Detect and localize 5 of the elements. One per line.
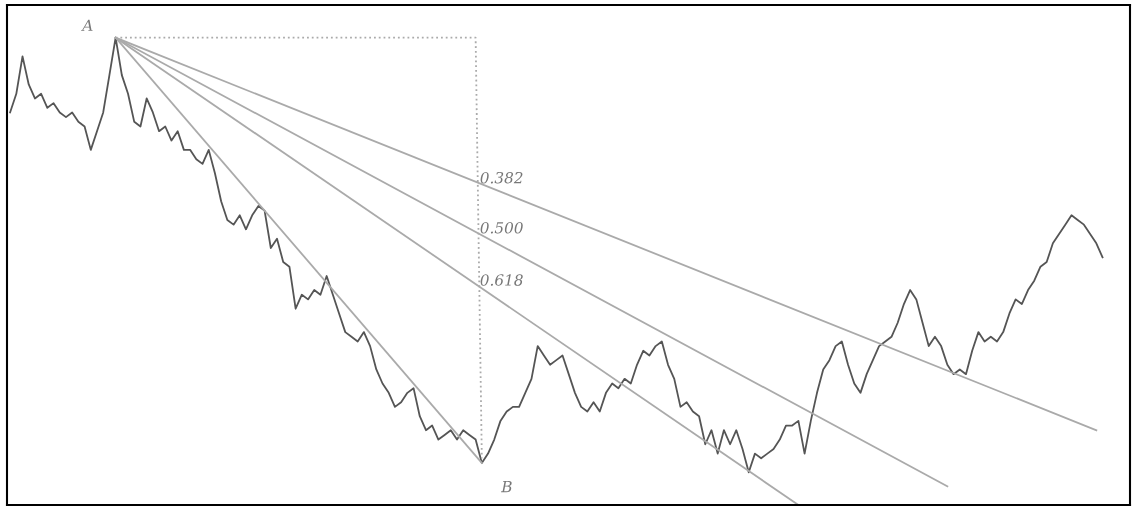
annotation: 0.500 [480, 221, 523, 234]
annotation: 0.618 [480, 274, 523, 286]
text: A [81, 19, 93, 31]
annotation: B [501, 481, 512, 493]
annotation: 0.382 [480, 171, 523, 184]
